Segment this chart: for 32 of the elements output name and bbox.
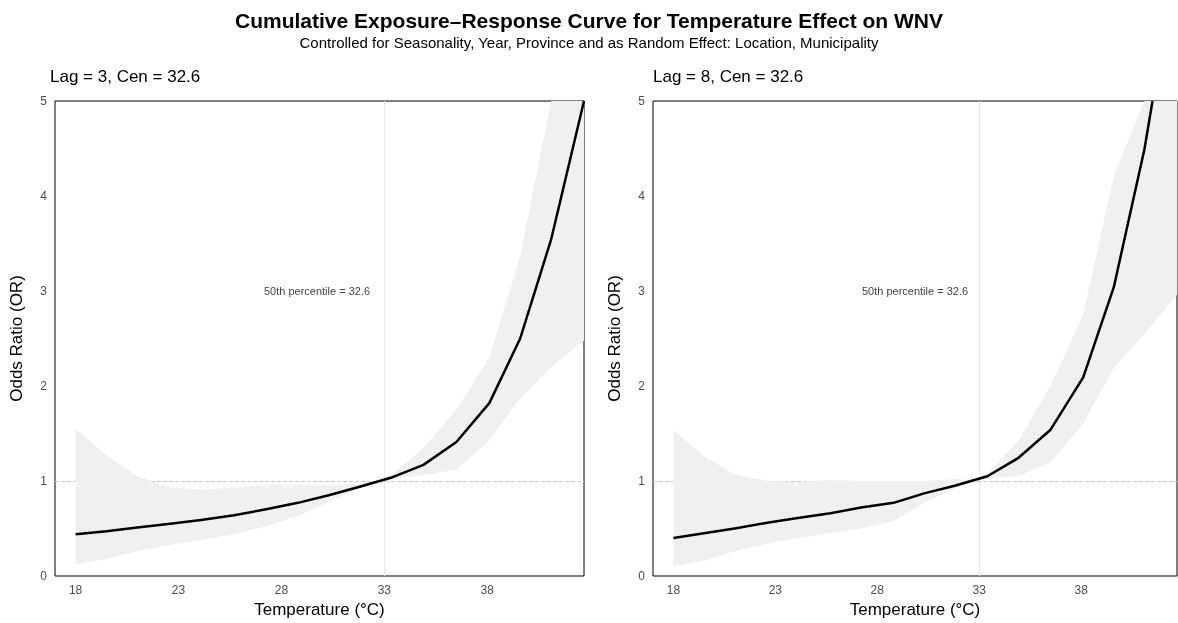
x-axis-title: Temperature (°C) bbox=[849, 599, 981, 619]
x-tick-label: 23 bbox=[171, 583, 186, 597]
x-axis-title: Temperature (°C) bbox=[254, 599, 385, 619]
y-tick-label: 1 bbox=[40, 474, 48, 488]
annotation: 50th percentile = 32.6 bbox=[861, 285, 969, 297]
y-axis-title: Odds Ratio (OR) bbox=[605, 275, 624, 402]
x-tick-label: 33 bbox=[377, 583, 392, 597]
x-tick-label: 28 bbox=[274, 583, 289, 597]
y-tick-label: 1 bbox=[638, 474, 646, 488]
y-axis-title: Odds Ratio (OR) bbox=[7, 275, 26, 402]
text: Lag = 8, Cen = 32.6 bbox=[653, 67, 804, 86]
text: Lag = 3, Cen = 32.6 bbox=[50, 67, 201, 86]
annotation: 50th percentile = 32.6 bbox=[263, 285, 371, 297]
y-tick-label: 2 bbox=[40, 379, 48, 393]
y-tick-label: 0 bbox=[638, 569, 646, 583]
x-tick-label: 23 bbox=[768, 583, 783, 597]
y-tick-label: 0 bbox=[40, 569, 48, 583]
y-tick-label: 5 bbox=[40, 94, 48, 108]
x-tick-label: 38 bbox=[1074, 583, 1089, 597]
x-tick-label: 38 bbox=[480, 583, 495, 597]
y-tick-label: 3 bbox=[40, 284, 48, 298]
y-tick-label: 4 bbox=[40, 189, 48, 203]
chart-subtitle: Controlled for Seasonality, Year, Province and as Random Effect: Location, Municipality bbox=[298, 34, 880, 52]
x-tick-label: 28 bbox=[870, 583, 885, 597]
y-tick-label: 2 bbox=[638, 379, 646, 393]
y-tick-label: 3 bbox=[638, 284, 646, 298]
y-tick-label: 5 bbox=[638, 94, 646, 108]
x-tick-label: 33 bbox=[972, 583, 987, 597]
chart-title: Cumulative Exposure–Response Curve for Temperature Effect on WNV bbox=[234, 8, 944, 34]
x-tick-label: 18 bbox=[68, 583, 83, 597]
y-tick-label: 4 bbox=[638, 189, 646, 203]
x-tick-label: 18 bbox=[666, 583, 681, 597]
